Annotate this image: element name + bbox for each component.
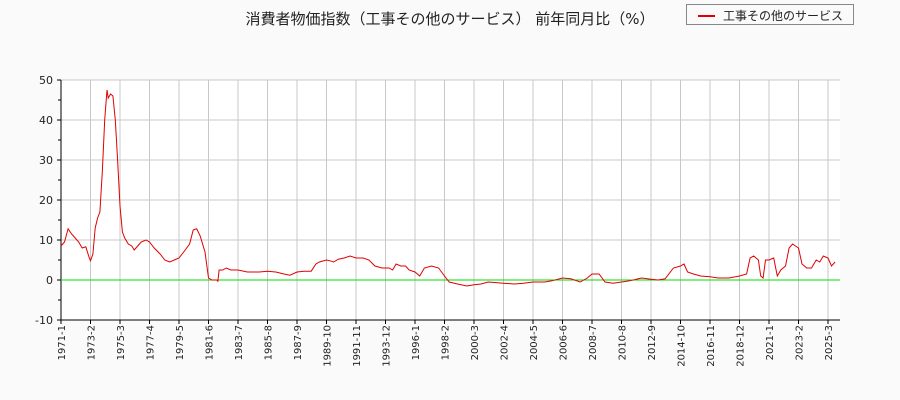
x-tick-label: 2018-12 [736, 325, 747, 367]
y-tick-label: 20 [39, 194, 53, 207]
x-tick-label: 1993-12 [382, 325, 393, 367]
y-axis: -10 0 10 20 30 40 50 [35, 74, 62, 327]
chart-title: 消費者物価指数（工事その他のサービス） 前年同月比（%） [245, 10, 655, 28]
x-tick-label: 1973-2 [87, 325, 98, 360]
x-tick-label: 2002-4 [500, 325, 511, 360]
x-axis: 1971-1 1973-2 1975-3 1977-4 1979-5 1981-6 1983… [57, 319, 840, 367]
x-tick-label: 2008-7 [588, 325, 599, 360]
x-tick-label: 2025-3 [824, 325, 835, 360]
y-tick-label: 30 [39, 154, 53, 167]
legend-label: 工事その他のサービス [723, 9, 844, 23]
x-tick-label: 2006-6 [559, 325, 570, 360]
x-tick-label: 2000-3 [470, 325, 481, 360]
x-tick-label: 1991-11 [352, 325, 363, 367]
x-tick-label: 1975-3 [116, 325, 127, 360]
x-tick-label: 2016-11 [706, 325, 717, 367]
x-tick-label: 1977-4 [146, 325, 157, 360]
y-tick-label: 0 [46, 274, 53, 287]
x-tick-label: 1987-9 [293, 325, 304, 360]
x-tick-label: 2023-2 [795, 325, 806, 360]
x-tick-label: 1981-6 [205, 325, 216, 360]
x-tick-label: 2012-9 [647, 325, 658, 360]
x-tick-label: 2004-5 [529, 325, 540, 360]
legend-line-swatch-icon [698, 15, 715, 17]
x-tick-label: 1979-5 [175, 325, 186, 360]
x-tick-label: 2010-8 [618, 325, 629, 360]
legend: 工事その他のサービス [686, 4, 854, 25]
y-tick-label: 50 [39, 74, 53, 87]
x-tick-label: 1989-10 [323, 325, 334, 367]
x-tick-label: 1985-8 [264, 325, 275, 360]
y-tick-label: 40 [39, 114, 53, 127]
x-tick-label: 1998-2 [441, 325, 452, 360]
x-tick-label: 1971-1 [57, 325, 68, 360]
x-tick-label: 1983-7 [234, 325, 245, 360]
x-tick-label: 2014-10 [677, 325, 688, 367]
y-tick-label: -10 [35, 314, 53, 327]
x-tick-label: 2021-1 [765, 325, 776, 360]
x-tick-label: 1996-1 [411, 325, 422, 360]
series-line [60, 89, 836, 287]
y-tick-label: 10 [39, 234, 53, 247]
